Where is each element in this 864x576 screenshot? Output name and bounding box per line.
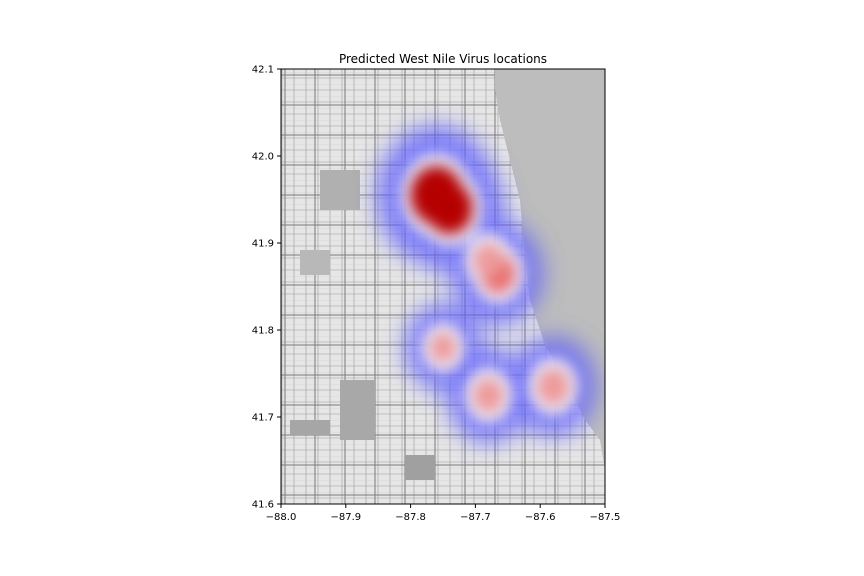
chart-title: Predicted West Nile Virus locations: [339, 52, 547, 66]
hotspot-core: [473, 243, 504, 278]
hotspot-core: [430, 332, 456, 363]
hotspot-core: [537, 368, 570, 405]
y-tick-label: 42.1: [252, 65, 274, 76]
x-tick-label: −88.0: [266, 512, 297, 523]
y-tick-label: 42.0: [252, 152, 274, 163]
y-tick-label: 41.7: [252, 413, 274, 424]
hotspot-core: [426, 182, 473, 234]
heatmap-overlay: [376, 125, 597, 444]
hotspot-core: [473, 378, 504, 413]
axes-frame: [280, 68, 606, 505]
y-tick-label: 41.9: [252, 239, 274, 250]
x-tick-label: −87.7: [460, 512, 491, 523]
y-tick-label: 41.6: [252, 500, 274, 511]
x-tick-label: −87.5: [590, 512, 621, 523]
x-tick-label: −87.8: [395, 512, 426, 523]
x-tick-label: −87.9: [330, 512, 361, 523]
y-axis: 41.6 41.7 41.8 41.9 42.0 42.1: [252, 65, 281, 511]
plot-area: [281, 69, 605, 504]
y-tick-label: 41.8: [252, 326, 274, 337]
heat-core-layer: [410, 166, 570, 413]
x-axis: −88.0 −87.9 −87.8 −87.7 −87.6 −87.5: [266, 504, 621, 523]
x-tick-label: −87.6: [525, 512, 556, 523]
